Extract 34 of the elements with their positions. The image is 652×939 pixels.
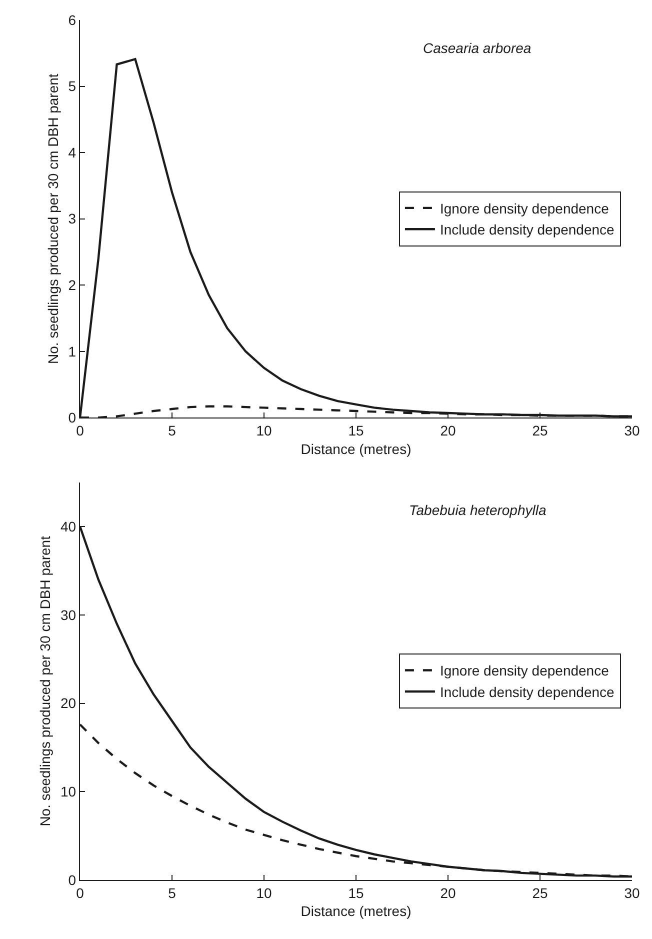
y-tick-label: 0 <box>68 410 76 426</box>
legend-label: Include density dependence <box>440 684 615 700</box>
legend-label: Ignore density dependence <box>440 662 610 679</box>
y-axis-title: No. seedlings produced per 30 cm DBH parent <box>37 536 54 826</box>
y-tick-label: 1 <box>68 343 76 360</box>
x-tick-label: 10 <box>256 884 272 901</box>
x-tick-label: 30 <box>624 422 640 439</box>
x-tick-label: 15 <box>348 884 364 901</box>
x-tick-label: 10 <box>256 422 272 439</box>
y-tick-label: 0 <box>68 872 76 888</box>
legend-label: Ignore density dependence <box>440 200 610 216</box>
y-tick-label: 10 <box>60 784 76 800</box>
y-tick-label: 30 <box>60 606 76 623</box>
x-tick-label: 5 <box>168 422 176 439</box>
x-tick-label: 15 <box>348 422 364 439</box>
x-axis-title: Distance (metres) <box>300 903 412 920</box>
y-tick-label: 40 <box>60 518 76 534</box>
x-tick-label: 20 <box>440 884 456 901</box>
y-tick-label: 2 <box>68 277 76 293</box>
y-tick-label: 20 <box>60 695 76 712</box>
annotation: Casearia arborea <box>423 40 532 56</box>
y-tick-label: 5 <box>68 78 76 94</box>
annotation: Tabebuia heterophylla <box>409 502 546 518</box>
x-tick-label: 25 <box>532 884 548 901</box>
legend-label: Include density dependence <box>440 222 615 238</box>
y-tick-label: 3 <box>68 210 76 227</box>
x-tick-label: 5 <box>168 884 176 901</box>
x-tick-label: 20 <box>440 422 456 439</box>
y-tick-label: 6 <box>68 12 76 28</box>
y-tick-label: 4 <box>68 144 76 160</box>
x-tick-label: 30 <box>624 884 640 901</box>
x-tick-label: 25 <box>532 422 548 439</box>
y-axis-title: No. seedlings produced per 30 cm DBH parent <box>44 74 61 364</box>
x-axis-title: Distance (metres) <box>300 440 412 457</box>
